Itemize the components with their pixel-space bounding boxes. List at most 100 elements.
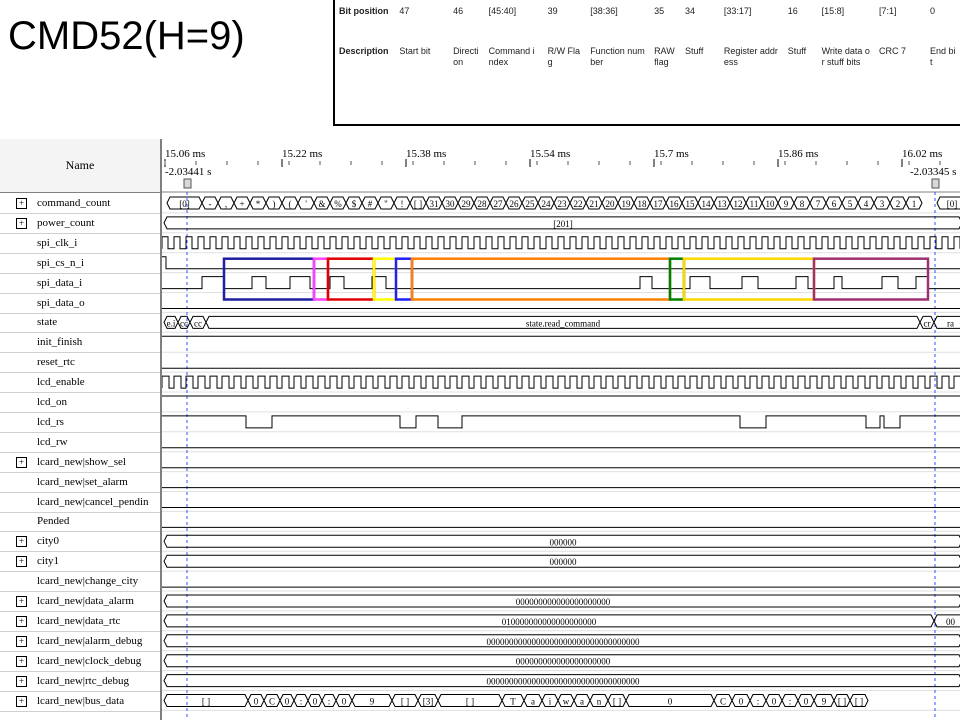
time-ruler[interactable]: [162, 139, 960, 192]
signal-row-spi-clk-i[interactable]: spi_clk_i: [0, 233, 160, 254]
command-count-value: 5: [848, 199, 853, 209]
clock-debug-value: 000000000000000000000: [516, 657, 611, 667]
bus-data-value: [ ]: [855, 697, 863, 707]
signal-row-lcd-rs[interactable]: lcd_rs: [0, 412, 160, 433]
command-count-value: 6: [832, 199, 837, 209]
power-count-segment: [163, 216, 960, 230]
field-highlight-box: [812, 257, 930, 301]
signal-row-lcard-new-data-alarm[interactable]: + lcard_new|data_alarm: [0, 591, 160, 612]
signal-row-init-finish[interactable]: init_finish: [0, 332, 160, 354]
command-count-value: 20: [606, 199, 616, 209]
signal-row-lcd-on[interactable]: lcd_on: [0, 392, 160, 413]
signal-row-lcd-enable[interactable]: lcd_enable: [0, 372, 160, 394]
signal-name-label: lcard_new|cancel_pendin: [37, 495, 149, 508]
command-count-value: 23: [558, 199, 568, 209]
signal-area: [162, 192, 960, 720]
name-column-header[interactable]: Name: [0, 139, 160, 193]
time-marker: 15.38 ms: [406, 148, 446, 160]
expand-icon[interactable]: +: [16, 675, 27, 687]
bus-data-value: :: [789, 697, 792, 707]
state-value: e.i: [167, 318, 176, 328]
state-value: cc: [194, 318, 202, 328]
expand-icon[interactable]: +: [16, 217, 27, 229]
signal-row-lcard-new-set-alarm[interactable]: lcard_new|set_alarm: [0, 472, 160, 493]
signal-row-state[interactable]: state: [0, 312, 160, 334]
signal-row-power-count[interactable]: + power_count: [0, 213, 160, 234]
bus-data-value: 9: [822, 697, 827, 707]
signal-row-spi-data-i[interactable]: spi_data_i: [0, 273, 160, 294]
signal-row-lcard-new-cancel-pendin[interactable]: lcard_new|cancel_pendin: [0, 492, 160, 513]
data-rtc-value: 00: [946, 617, 956, 627]
command-count-value: 25: [526, 199, 536, 209]
command-count-value: 31: [430, 199, 439, 209]
signal-row-lcard-new-show-sel[interactable]: + lcard_new|show_sel: [0, 452, 160, 473]
signal-name-label: power_count: [37, 216, 95, 229]
signal-row-city1[interactable]: + city1: [0, 551, 160, 573]
cursor-flag-right[interactable]: [931, 178, 940, 189]
signal-row-city0[interactable]: + city0: [0, 531, 160, 553]
data-rtc-segment: [933, 614, 960, 628]
expand-icon[interactable]: +: [16, 615, 27, 627]
expand-icon[interactable]: +: [16, 536, 27, 548]
command-count-value: 1: [912, 199, 917, 209]
bit-description-cell: Register address: [723, 46, 778, 67]
bit-position-cell: 16: [787, 6, 798, 16]
signal-row-lcard-new-alarm-debug[interactable]: + lcard_new|alarm_debug: [0, 631, 160, 652]
spi-cs-wave: [162, 256, 960, 270]
command-count-segment: [936, 196, 960, 210]
bit-position-cell: [7:1]: [878, 6, 897, 16]
command-count-value: $: [352, 199, 357, 209]
command-count-value: 29: [462, 199, 472, 209]
bit-position-cell: 0: [930, 6, 936, 16]
bus-data-value: w: [563, 697, 570, 707]
signal-row-pended[interactable]: Pended: [0, 511, 160, 533]
bit-description-cell: R/W Flag: [547, 46, 581, 67]
bit-description-cell: Stuff: [787, 46, 807, 56]
lcd-rs-wave: [162, 415, 960, 429]
command-count-value: 22: [574, 199, 583, 209]
command-count-value: 27: [494, 199, 504, 209]
bit-description-cell: RAW flag: [654, 46, 675, 67]
spi-clk-wave: [162, 236, 960, 250]
signal-row-lcard-new-bus-data[interactable]: + lcard_new|bus_data: [0, 691, 160, 712]
signal-row-spi-cs-n-i[interactable]: spi_cs_n_i: [0, 253, 160, 274]
signal-row-lcard-new-rtc-debug[interactable]: + lcard_new|rtc_debug: [0, 671, 160, 692]
bus-data-value: [ ]: [466, 697, 474, 707]
signal-name-label: lcd_enable: [37, 376, 85, 389]
city1-value: 000000: [550, 557, 578, 567]
signal-name-label: lcd_rs: [37, 415, 64, 428]
waveform-canvas[interactable]: 15.06 ms 15.22 ms 15.38 ms 15.54 ms 15.7 ms 1…: [162, 139, 960, 720]
expand-icon[interactable]: +: [16, 695, 27, 707]
bus-data-value: C: [269, 697, 275, 707]
expand-icon[interactable]: +: [16, 198, 27, 209]
time-marker: 15.86 ms: [778, 148, 818, 160]
bus-data-value: a: [580, 697, 584, 707]
signal-row-lcd-rw[interactable]: lcd_rw: [0, 432, 160, 453]
command-count-value: 4: [864, 199, 869, 209]
expand-icon[interactable]: +: [16, 556, 27, 568]
state-value: cr: [924, 318, 931, 328]
signal-row-spi-data-o[interactable]: spi_data_o: [0, 293, 160, 314]
bus-data-value: [ ]: [401, 697, 409, 707]
signal-row-command-count[interactable]: + command_count: [0, 193, 160, 214]
bus-data-value: 0: [313, 697, 318, 707]
expand-icon[interactable]: +: [16, 596, 27, 607]
signal-row-reset-rtc[interactable]: reset_rtc: [0, 352, 160, 374]
bus-data-value: [ ]: [202, 697, 210, 707]
expand-icon[interactable]: +: [16, 635, 27, 647]
signal-name-label: lcard_new|show_sel: [37, 455, 126, 468]
signal-row-lcard-new-data-rtc[interactable]: + lcard_new|data_rtc: [0, 611, 160, 632]
signal-row-lcard-new-change-city[interactable]: lcard_new|change_city: [0, 571, 160, 593]
expand-icon[interactable]: +: [16, 655, 27, 667]
signal-name-label: city0: [37, 535, 59, 548]
command-count-value: 9: [784, 199, 789, 209]
alarm-debug-segment: [163, 634, 960, 648]
signal-row-lcard-new-clock-debug[interactable]: + lcard_new|clock_debug: [0, 651, 160, 672]
bus-data-value: C: [720, 697, 726, 707]
command-count-value: 12: [734, 199, 743, 209]
command-count-value: &: [318, 199, 325, 209]
cursor-flag-left[interactable]: [183, 178, 192, 189]
signal-name-label: state: [37, 316, 58, 329]
signal-name-label: command_count: [37, 197, 111, 209]
expand-icon[interactable]: +: [16, 456, 27, 468]
